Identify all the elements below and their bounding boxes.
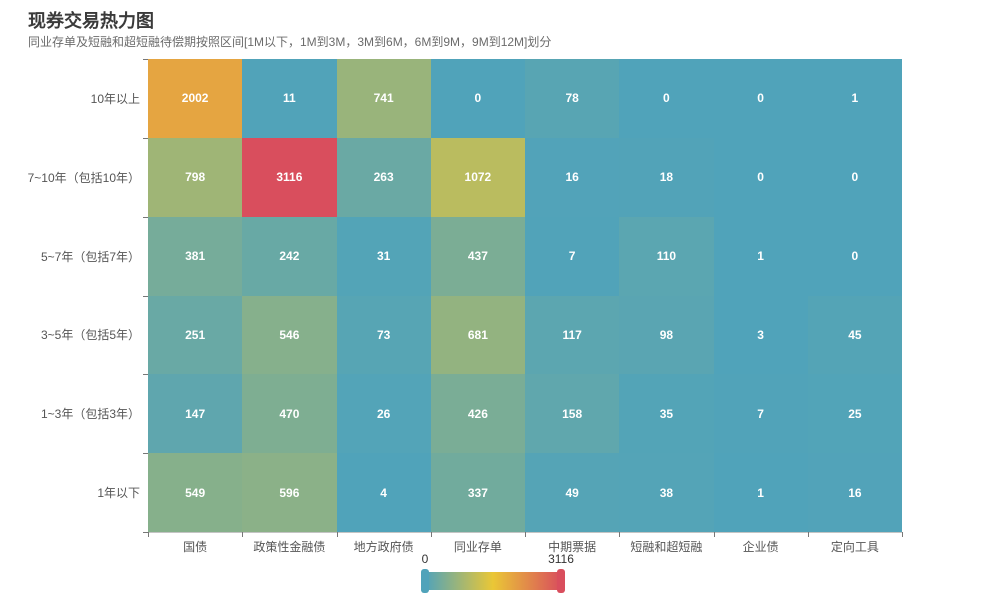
heatmap-cell[interactable]: 1 bbox=[713, 216, 808, 296]
x-axis-tick bbox=[619, 532, 621, 537]
heatmap-cell[interactable]: 337 bbox=[430, 453, 525, 532]
heatmap-cell[interactable]: 549 bbox=[148, 453, 243, 532]
y-axis-tick bbox=[143, 295, 148, 297]
x-axis-tick bbox=[525, 532, 526, 537]
y-axis-label: 1年以下 bbox=[97, 486, 140, 501]
y-axis-tick bbox=[143, 532, 148, 533]
heatmap-cell[interactable]: 0 bbox=[807, 137, 902, 217]
x-axis-label: 国债 bbox=[183, 540, 208, 554]
y-axis-label: 7~10年（包括10年） bbox=[27, 170, 140, 185]
y-axis-label: 1~3年（包括3年） bbox=[40, 407, 140, 422]
heatmap-cell[interactable]: 0 bbox=[430, 59, 525, 138]
heatmap-cell[interactable]: 35 bbox=[619, 374, 714, 454]
x-axis-tick bbox=[807, 532, 809, 537]
x-axis-label: 政策性金融债 bbox=[253, 540, 326, 554]
y-axis-tick bbox=[143, 453, 148, 455]
heatmap-cell[interactable]: 596 bbox=[242, 453, 337, 532]
visualmap-legend: 0 3116 bbox=[421, 550, 574, 594]
x-axis-labels: 国债 政策性金融债 地方政府债 同业存单 中期票据 短融和超短融 企业债 定向工具 bbox=[148, 538, 902, 554]
heatmap-cell[interactable]: 1 bbox=[713, 453, 808, 532]
x-axis-tick bbox=[713, 532, 715, 537]
heatmap-cell[interactable]: 7 bbox=[525, 216, 620, 296]
heatmap-cell[interactable]: 147 bbox=[148, 374, 243, 454]
x-axis-label: 中期票据 bbox=[548, 540, 597, 554]
heatmap-grid: 2002 11 741 0 78 0 0 1 798 3116 263 1072 16 18 0 0 381 24… bbox=[148, 59, 902, 532]
y-axis-tick bbox=[143, 137, 148, 139]
heatmap-cell[interactable]: 11 bbox=[242, 59, 337, 138]
heatmap-cell[interactable]: 251 bbox=[148, 295, 243, 375]
heatmap-cell[interactable]: 16 bbox=[807, 453, 902, 532]
heatmap-cell[interactable]: 242 bbox=[242, 216, 337, 296]
heatmap-cell[interactable]: 16 bbox=[525, 137, 620, 217]
heatmap-cell[interactable]: 110 bbox=[619, 216, 714, 296]
heatmap-cell[interactable]: 45 bbox=[807, 295, 902, 375]
heatmap-cell[interactable]: 38 bbox=[619, 453, 714, 532]
heatmap-cell[interactable]: 0 bbox=[713, 137, 808, 217]
heatmap-cell[interactable]: 7 bbox=[713, 374, 808, 454]
x-axis-label: 企业债 bbox=[742, 540, 779, 554]
heatmap-cell[interactable]: 1072 bbox=[430, 137, 525, 217]
heatmap-cell[interactable]: 263 bbox=[336, 137, 431, 217]
y-axis-label: 3~5年（包括5年） bbox=[40, 328, 140, 343]
heatmap-cell[interactable]: 49 bbox=[525, 453, 620, 532]
heatmap-cell[interactable]: 1 bbox=[807, 59, 902, 138]
heatmap-cell[interactable]: 18 bbox=[619, 137, 714, 217]
x-axis-label: 地方政府债 bbox=[353, 540, 414, 554]
x-axis-label: 定向工具 bbox=[830, 540, 879, 554]
visualmap-min-label: 0 bbox=[421, 552, 429, 566]
visualmap-max-handle[interactable] bbox=[557, 569, 565, 593]
heatmap-cell[interactable]: 0 bbox=[619, 59, 714, 138]
heatmap-cell[interactable]: 78 bbox=[525, 59, 620, 138]
heatmap-cell[interactable]: 798 bbox=[148, 137, 243, 217]
x-axis-tick bbox=[902, 532, 903, 537]
x-axis-label: 短融和超短融 bbox=[630, 540, 703, 554]
visualmap-max-label: 3116 bbox=[548, 552, 574, 566]
heatmap-cell[interactable]: 31 bbox=[336, 216, 431, 296]
heatmap-cell[interactable]: 546 bbox=[242, 295, 337, 375]
heatmap-cell[interactable]: 25 bbox=[807, 374, 902, 454]
heatmap-cell[interactable]: 3116 bbox=[242, 137, 337, 217]
heatmap-cell[interactable]: 98 bbox=[619, 295, 714, 375]
heatmap-cell[interactable]: 2002 bbox=[148, 59, 243, 138]
heatmap-cell[interactable]: 381 bbox=[148, 216, 243, 296]
heatmap-cell[interactable]: 73 bbox=[336, 295, 431, 375]
x-axis-tick bbox=[430, 532, 432, 537]
heatmap-cell[interactable]: 426 bbox=[430, 374, 525, 454]
y-axis-tick bbox=[143, 374, 148, 376]
y-axis-tick bbox=[143, 59, 148, 60]
y-axis-label: 10年以上 bbox=[90, 91, 140, 106]
y-axis-tick bbox=[143, 216, 148, 218]
heatmap-cell[interactable]: 681 bbox=[430, 295, 525, 375]
heatmap-cell[interactable]: 158 bbox=[525, 374, 620, 454]
heatmap-cell[interactable]: 3 bbox=[713, 295, 808, 375]
chart-subtitle: 同业存单及短融和超短融待偿期按照区间[1M以下，1M到3M，3M到6M，6M到9… bbox=[28, 35, 552, 49]
heatmap-cell[interactable]: 117 bbox=[525, 295, 620, 375]
heatmap-cell[interactable]: 470 bbox=[242, 374, 337, 454]
heatmap-cell[interactable]: 741 bbox=[336, 59, 431, 138]
visualmap-min-handle[interactable] bbox=[421, 569, 429, 593]
heatmap-cell[interactable]: 0 bbox=[807, 216, 902, 296]
x-axis-tick bbox=[242, 532, 244, 537]
visualmap-gradient-bar[interactable] bbox=[425, 572, 561, 590]
x-axis-tick bbox=[336, 532, 338, 537]
heatmap-cell[interactable]: 4 bbox=[336, 453, 431, 532]
heatmap-cell[interactable]: 0 bbox=[713, 59, 808, 138]
chart-title: 现券交易热力图 bbox=[28, 11, 154, 31]
x-axis-tick bbox=[148, 532, 149, 537]
heatmap-cell[interactable]: 26 bbox=[336, 374, 431, 454]
x-axis-label: 同业存单 bbox=[453, 540, 502, 554]
heatmap-cell[interactable]: 437 bbox=[430, 216, 525, 296]
y-axis-labels: 10年以上 7~10年（包括10年） 5~7年（包括7年） 3~5年（包括5年） 1~3… bbox=[0, 59, 140, 532]
y-axis-label: 5~7年（包括7年） bbox=[40, 249, 140, 264]
